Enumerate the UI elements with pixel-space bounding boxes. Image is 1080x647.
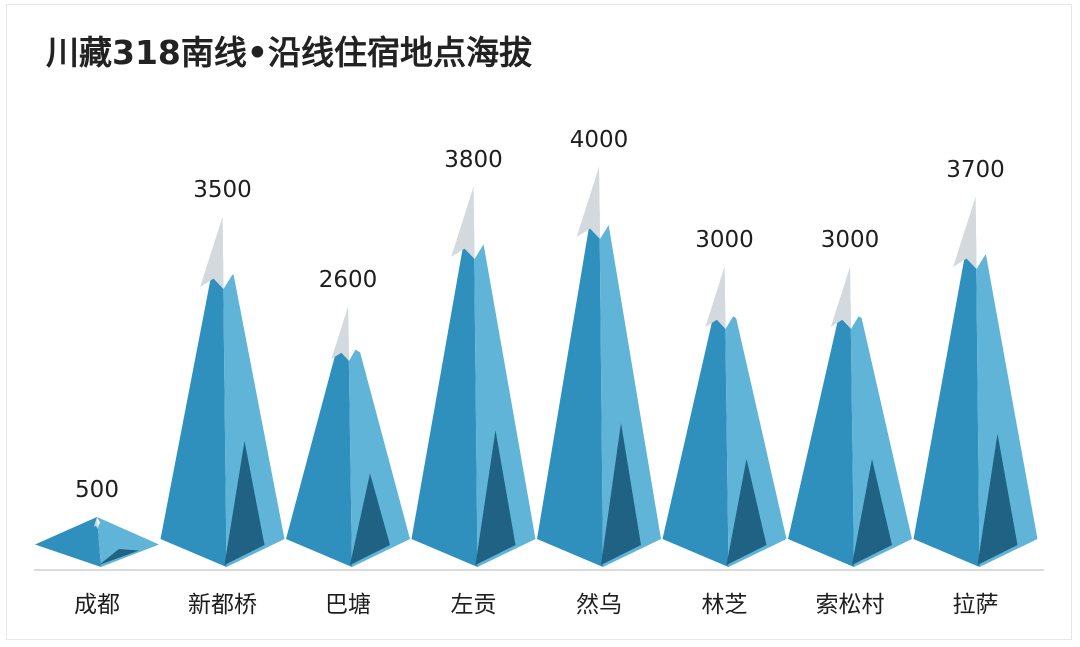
peak-shadow <box>977 433 1018 565</box>
value-label: 500 <box>75 477 119 503</box>
peak-snow-right <box>724 267 744 329</box>
mountain-peak <box>537 167 661 567</box>
value-label: 2600 <box>319 267 378 293</box>
peak-right-face <box>348 307 410 567</box>
peak-shadow <box>350 473 390 565</box>
peak-snow-left <box>331 307 349 361</box>
value-label: 3700 <box>946 157 1005 183</box>
peak-snow-left <box>705 267 726 329</box>
peak-right-face <box>222 217 285 567</box>
peak-shadow <box>224 441 265 565</box>
peak-snow-left <box>93 517 98 529</box>
value-label: 3800 <box>444 147 503 173</box>
peak-left-face <box>913 197 980 567</box>
category-label: 然乌 <box>576 592 622 618</box>
category-label: 左贡 <box>451 592 497 618</box>
peaks-layer <box>35 167 1038 567</box>
chart-title: 川藏318南线•沿线住宿地点海拔 <box>46 33 532 72</box>
peak-shadow <box>601 423 641 565</box>
peak-shadow <box>852 459 892 565</box>
category-label: 巴塘 <box>325 592 371 618</box>
peak-right-face <box>599 167 661 567</box>
mountain-peak <box>160 217 285 567</box>
peak-left-face <box>788 267 854 567</box>
peak-snow-right <box>348 307 365 361</box>
mountain-peak <box>662 267 787 567</box>
peak-snow-left <box>953 197 977 269</box>
peak-shadow <box>726 459 767 565</box>
value-label: 4000 <box>570 127 629 153</box>
mountain-peak <box>286 307 410 567</box>
peak-left-face <box>537 167 603 567</box>
peak-right-face <box>473 187 536 567</box>
peak-snow-right <box>975 197 998 269</box>
peak-right-face <box>975 197 1038 567</box>
category-label: 成都 <box>74 592 120 618</box>
peak-left-face <box>160 217 227 567</box>
mountain-peak <box>913 197 1038 567</box>
peak-snow-right <box>473 187 496 259</box>
peak-left-face <box>662 267 729 567</box>
category-labels-layer: 成都 新都桥 巴塘 左贡 然乌 林芝 索松村 拉萨 <box>74 592 999 618</box>
peak-snow-left <box>200 217 224 289</box>
peak-left-face <box>411 187 478 567</box>
value-label: 3000 <box>821 227 880 253</box>
category-label: 索松村 <box>816 592 885 618</box>
peak-left-face <box>35 517 101 567</box>
peak-snow-left <box>830 267 851 329</box>
peak-left-face <box>286 307 352 567</box>
mountain-peak <box>35 517 159 567</box>
peak-snow-right <box>850 267 870 329</box>
peak-snow-left <box>451 187 475 259</box>
peak-shadow <box>99 549 139 565</box>
mountain-peak <box>788 267 912 567</box>
peak-snow-right <box>222 217 245 289</box>
category-label: 拉萨 <box>953 592 999 618</box>
peak-right-face <box>850 267 912 567</box>
category-label: 新都桥 <box>188 592 257 618</box>
category-label: 林芝 <box>702 592 748 618</box>
peak-right-face <box>724 267 787 567</box>
mountain-peak <box>411 187 536 567</box>
value-label: 3500 <box>193 177 252 203</box>
peak-snow-right <box>97 517 101 529</box>
peak-snow-right <box>599 167 622 239</box>
peak-shadow <box>475 430 516 565</box>
peak-snow-left <box>576 167 600 239</box>
value-label: 3000 <box>695 227 754 253</box>
value-labels-layer: 500 3500 2600 3800 4000 3000 3000 3700 <box>75 127 1005 503</box>
